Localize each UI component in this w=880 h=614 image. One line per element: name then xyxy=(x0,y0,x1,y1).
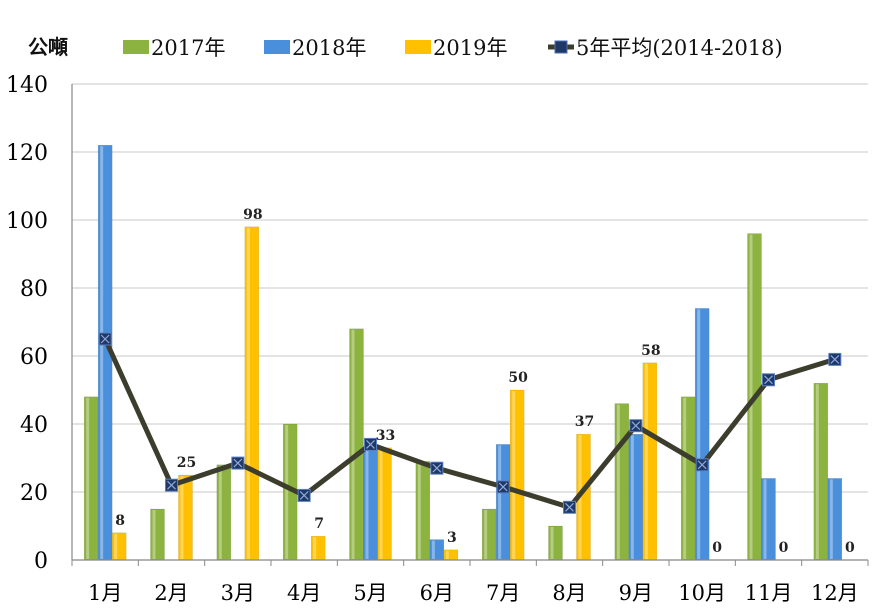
y-tick-label-80: 80 xyxy=(20,277,48,302)
bar-2018-9-highlight xyxy=(630,435,634,559)
legend-label-2018: 2018年 xyxy=(292,36,366,60)
bars xyxy=(83,144,843,561)
bar-2019-6-highlight xyxy=(445,550,449,559)
average-marker-cross-8 xyxy=(565,502,574,512)
bar-2017-2-highlight xyxy=(152,510,156,559)
bar-2018-12-highlight xyxy=(829,479,833,559)
y-tick-label-140: 140 xyxy=(6,73,48,98)
data-label-2019-6: 3 xyxy=(447,530,457,546)
unit-label: 公噸 xyxy=(28,35,68,59)
average-marker-cross-6 xyxy=(432,463,442,473)
data-label-2019-3: 98 xyxy=(243,207,262,223)
axes xyxy=(71,84,869,566)
average-line-layer xyxy=(98,332,842,514)
x-tick-label-6: 6月 xyxy=(420,581,454,605)
bar-2017-9-highlight xyxy=(616,404,620,559)
bar-2019-4-highlight xyxy=(313,537,317,559)
x-tick-label-1: 1月 xyxy=(88,581,122,605)
y-tick-label-100: 100 xyxy=(6,209,48,234)
average-marker-cross-5 xyxy=(366,439,375,449)
legend-marker-average xyxy=(554,40,568,54)
x-tick-label-12: 12月 xyxy=(811,581,859,605)
data-label-2019-9: 58 xyxy=(641,343,660,359)
bar-2017-6-highlight xyxy=(417,462,421,559)
x-tick-label-5: 5月 xyxy=(353,581,387,605)
bar-2017-8-highlight xyxy=(550,527,554,559)
bar-2017-4-highlight xyxy=(285,425,289,559)
data-label-2019-10: 0 xyxy=(712,540,722,556)
data-label-2019-2: 25 xyxy=(177,455,196,471)
average-line xyxy=(102,337,836,510)
average-marker-cross-4 xyxy=(299,490,309,500)
x-tick-label-4: 4月 xyxy=(287,581,321,605)
bar-2019-2-highlight xyxy=(180,476,184,559)
bar-2019-9-highlight xyxy=(644,363,648,559)
data-label-2019-8: 37 xyxy=(575,414,594,430)
bar-2018-1-highlight xyxy=(100,146,104,559)
average-marker-cross-3 xyxy=(233,458,243,468)
y-tick-label-120: 120 xyxy=(6,141,48,166)
legend-label-2017: 2017年 xyxy=(151,36,225,60)
legend: 2017年 2018年 2019年 5年平均(2014-2018) xyxy=(123,36,783,60)
data-label-2019-5: 33 xyxy=(376,428,395,444)
data-label-2019-12: 0 xyxy=(845,540,855,556)
average-marker-cross-10 xyxy=(697,460,707,470)
average-marker-cross-1 xyxy=(100,334,110,344)
bar-2017-7-highlight xyxy=(484,510,488,559)
x-tick-label-3: 3月 xyxy=(221,581,255,605)
bar-2019-3-highlight xyxy=(246,227,250,560)
legend-swatch-2018 xyxy=(264,40,290,54)
average-marker-cross-7 xyxy=(498,482,508,492)
bar-2018-5-highlight xyxy=(365,448,369,559)
legend-label-average: 5年平均(2014-2018) xyxy=(576,36,783,60)
bar-2019-1-highlight xyxy=(114,533,118,559)
x-tick-label-7: 7月 xyxy=(486,581,520,605)
legend-swatch-2017 xyxy=(123,40,149,54)
bar-2017-3-highlight xyxy=(218,465,222,559)
average-marker-cross-9 xyxy=(631,421,641,431)
x-tick-label-10: 10月 xyxy=(678,581,726,605)
legend-swatch-2019 xyxy=(405,40,431,54)
y-tick-label-20: 20 xyxy=(20,481,48,506)
bar-2018-11-highlight xyxy=(763,479,767,559)
data-label-2019-4: 7 xyxy=(314,516,324,532)
bar-2018-10-highlight xyxy=(697,309,701,559)
bar-2018-7-highlight xyxy=(498,445,502,559)
x-axis-tick-labels: 1月 2月 3月 4月 5月 6月 7月 8月 9月 10月 11月 12月 xyxy=(88,581,859,605)
x-tick-label-9: 9月 xyxy=(619,581,653,605)
y-tick-label-0: 0 xyxy=(34,549,48,574)
y-axis-tick-labels: 0 20 40 60 80 100 120 140 xyxy=(6,73,48,574)
bar-2019-7-highlight xyxy=(512,391,516,559)
bar-2017-1-highlight xyxy=(86,397,90,559)
bar-2017-11-highlight xyxy=(749,234,753,559)
average-marker-cross-11 xyxy=(764,375,773,385)
bar-2017-5-highlight xyxy=(351,329,355,559)
bar-2017-10-highlight xyxy=(683,397,687,559)
gridlines xyxy=(72,83,868,493)
data-label-2019-7: 50 xyxy=(508,370,528,386)
x-tick-label-8: 8月 xyxy=(552,581,586,605)
x-tick-label-11: 11月 xyxy=(745,581,793,605)
average-marker-cross-2 xyxy=(167,480,176,490)
bar-2019-5-highlight xyxy=(379,448,383,559)
y-tick-label-40: 40 xyxy=(20,413,48,438)
y-tick-label-60: 60 xyxy=(20,345,48,370)
x-tick-label-2: 2月 xyxy=(154,581,188,605)
bar-2018-6-highlight xyxy=(431,540,435,559)
bar-2017-12-highlight xyxy=(815,384,819,559)
data-label-2019-11: 0 xyxy=(779,540,789,556)
data-label-2019-1: 8 xyxy=(115,513,125,529)
average-marker-cross-12 xyxy=(830,354,840,364)
legend-label-2019: 2019年 xyxy=(433,36,507,60)
